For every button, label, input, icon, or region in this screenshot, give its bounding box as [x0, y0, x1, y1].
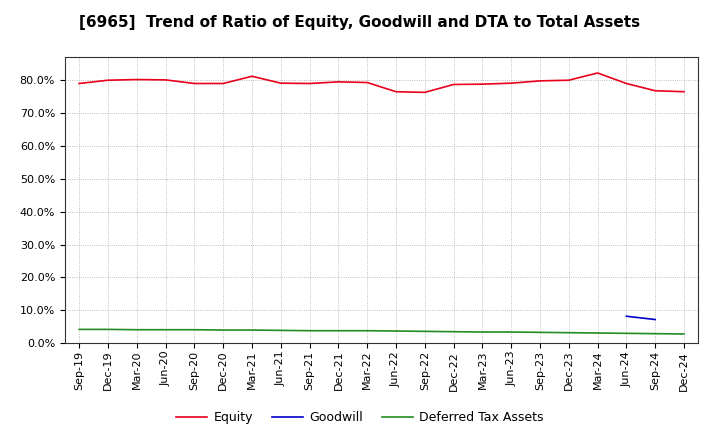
- Equity: [190, 81, 199, 86]
- Deferred Tax Assets: [420, 329, 429, 334]
- Deferred Tax Assets: [449, 329, 458, 334]
- Equity: [276, 81, 285, 86]
- Equity: [132, 77, 141, 82]
- Deferred Tax Assets: [161, 327, 170, 332]
- Equity: [219, 81, 228, 86]
- Deferred Tax Assets: [276, 328, 285, 333]
- Equity: [536, 78, 544, 84]
- Deferred Tax Assets: [132, 327, 141, 332]
- Deferred Tax Assets: [305, 328, 314, 334]
- Equity: [593, 70, 602, 76]
- Equity: [161, 77, 170, 83]
- Equity: [363, 80, 372, 85]
- Equity: [449, 82, 458, 87]
- Equity: [75, 81, 84, 86]
- Deferred Tax Assets: [190, 327, 199, 332]
- Deferred Tax Assets: [536, 330, 544, 335]
- Equity: [680, 89, 688, 94]
- Goodwill: [622, 314, 631, 319]
- Legend: Equity, Goodwill, Deferred Tax Assets: Equity, Goodwill, Deferred Tax Assets: [171, 407, 549, 429]
- Deferred Tax Assets: [622, 331, 631, 336]
- Deferred Tax Assets: [478, 330, 487, 335]
- Deferred Tax Assets: [334, 328, 343, 334]
- Line: Equity: Equity: [79, 73, 684, 92]
- Deferred Tax Assets: [363, 328, 372, 334]
- Text: [6965]  Trend of Ratio of Equity, Goodwill and DTA to Total Assets: [6965] Trend of Ratio of Equity, Goodwil…: [79, 15, 641, 30]
- Deferred Tax Assets: [248, 327, 256, 333]
- Deferred Tax Assets: [593, 330, 602, 336]
- Deferred Tax Assets: [507, 330, 516, 335]
- Equity: [478, 81, 487, 87]
- Deferred Tax Assets: [104, 327, 112, 332]
- Goodwill: [651, 317, 660, 322]
- Equity: [507, 81, 516, 86]
- Equity: [651, 88, 660, 93]
- Deferred Tax Assets: [219, 327, 228, 333]
- Line: Goodwill: Goodwill: [626, 316, 655, 319]
- Deferred Tax Assets: [564, 330, 573, 335]
- Equity: [248, 73, 256, 79]
- Equity: [420, 90, 429, 95]
- Deferred Tax Assets: [392, 328, 400, 334]
- Equity: [104, 77, 112, 83]
- Equity: [392, 89, 400, 94]
- Equity: [305, 81, 314, 86]
- Equity: [334, 79, 343, 84]
- Deferred Tax Assets: [651, 331, 660, 336]
- Deferred Tax Assets: [680, 331, 688, 337]
- Line: Deferred Tax Assets: Deferred Tax Assets: [79, 330, 684, 334]
- Equity: [564, 77, 573, 83]
- Deferred Tax Assets: [75, 327, 84, 332]
- Equity: [622, 81, 631, 86]
